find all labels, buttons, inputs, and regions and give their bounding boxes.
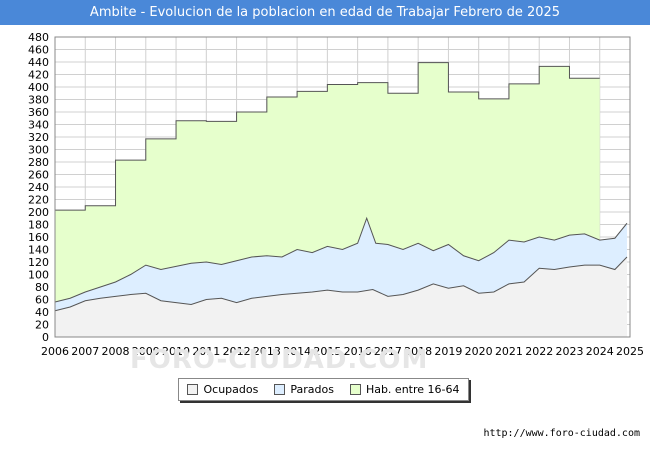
y-tick-label: 460 [28, 44, 49, 57]
series-line-hab-entre-16-64 [55, 62, 600, 211]
legend-swatch-parados [274, 384, 286, 395]
x-tick-label: 2009 [132, 345, 160, 358]
legend-label-hab: Hab. entre 16-64 [365, 383, 460, 396]
y-tick-label: 200 [28, 206, 49, 219]
y-tick-label: 260 [28, 169, 49, 182]
y-tick-label: 220 [28, 194, 49, 207]
plot-area-border [54, 36, 631, 338]
series-line-parados [54, 216, 628, 303]
x-tick-label: 2021 [495, 345, 523, 358]
y-tick-label: 160 [28, 231, 49, 244]
legend-label-ocupados: Ocupados [203, 383, 259, 396]
y-tick-label: 120 [28, 256, 49, 269]
y-tick-label: 140 [28, 244, 49, 257]
y-tick-label: 0 [42, 331, 49, 344]
x-tick-label: 2011 [192, 345, 220, 358]
y-tick-label: 380 [28, 94, 49, 107]
y-tick-label: 60 [35, 294, 49, 307]
source-link[interactable]: http://www.foro-ciudad.com [483, 428, 640, 439]
x-tick-label: 2007 [71, 345, 99, 358]
x-tick-label: 2020 [465, 345, 493, 358]
y-tick-label: 40 [35, 306, 49, 319]
y-tick-label: 80 [35, 281, 49, 294]
x-tick-label: 2014 [283, 345, 311, 358]
data-areas [54, 36, 631, 338]
y-tick-label: 280 [28, 156, 49, 169]
y-tick-label: 320 [28, 131, 49, 144]
legend: Ocupados Parados Hab. entre 16-64 [178, 378, 469, 401]
y-tick-label: 20 [35, 319, 49, 332]
x-tick-label: 2022 [525, 345, 553, 358]
x-tick-label: 2016 [344, 345, 372, 358]
x-tick-label: 2023 [555, 345, 583, 358]
chart-title: Ambite - Evolucion de la poblacion en ed… [0, 0, 650, 25]
x-tick-label: 2019 [434, 345, 462, 358]
legend-label-parados: Parados [290, 383, 334, 396]
x-tick-label: 2018 [404, 345, 432, 358]
x-tick-label: 2013 [253, 345, 281, 358]
legend-item-parados: Parados [274, 383, 334, 396]
x-tick-label: 2008 [102, 345, 130, 358]
y-axis-tick-labels: 0204060801001201401601802002202402602803… [28, 31, 49, 344]
y-tick-label: 400 [28, 81, 49, 94]
y-tick-label: 440 [28, 56, 49, 69]
watermark: FORO-CIUDAD.COM [130, 345, 429, 375]
y-tick-label: 300 [28, 144, 49, 157]
legend-item-ocupados: Ocupados [187, 383, 258, 396]
x-tick-label: 2010 [162, 345, 190, 358]
x-tick-label: 2012 [223, 345, 251, 358]
x-tick-label: 2024 [586, 345, 614, 358]
y-tick-label: 100 [28, 269, 49, 282]
x-tick-label: 2025 [616, 345, 644, 358]
legend-item-hab: Hab. entre 16-64 [349, 383, 460, 396]
y-tick-label: 340 [28, 119, 49, 132]
x-axis-tick-labels: 2006 2007 2008 2009 2010 2011 2012 2013 2014 2015… [41, 345, 644, 358]
y-tick-label: 240 [28, 181, 49, 194]
x-tick-label: 2015 [313, 345, 341, 358]
y-tick-label: 420 [28, 69, 49, 82]
legend-swatch-ocupados [187, 384, 199, 395]
series-fill-ocupados [55, 257, 627, 337]
series-line-ocupados [54, 256, 628, 312]
y-tick-label: 180 [28, 219, 49, 232]
legend-swatch-hab [349, 384, 361, 395]
y-tick-label: 480 [28, 31, 49, 44]
x-tick-label: 2017 [374, 345, 402, 358]
x-tick-label: 2006 [41, 345, 69, 358]
y-tick-label: 360 [28, 106, 49, 119]
